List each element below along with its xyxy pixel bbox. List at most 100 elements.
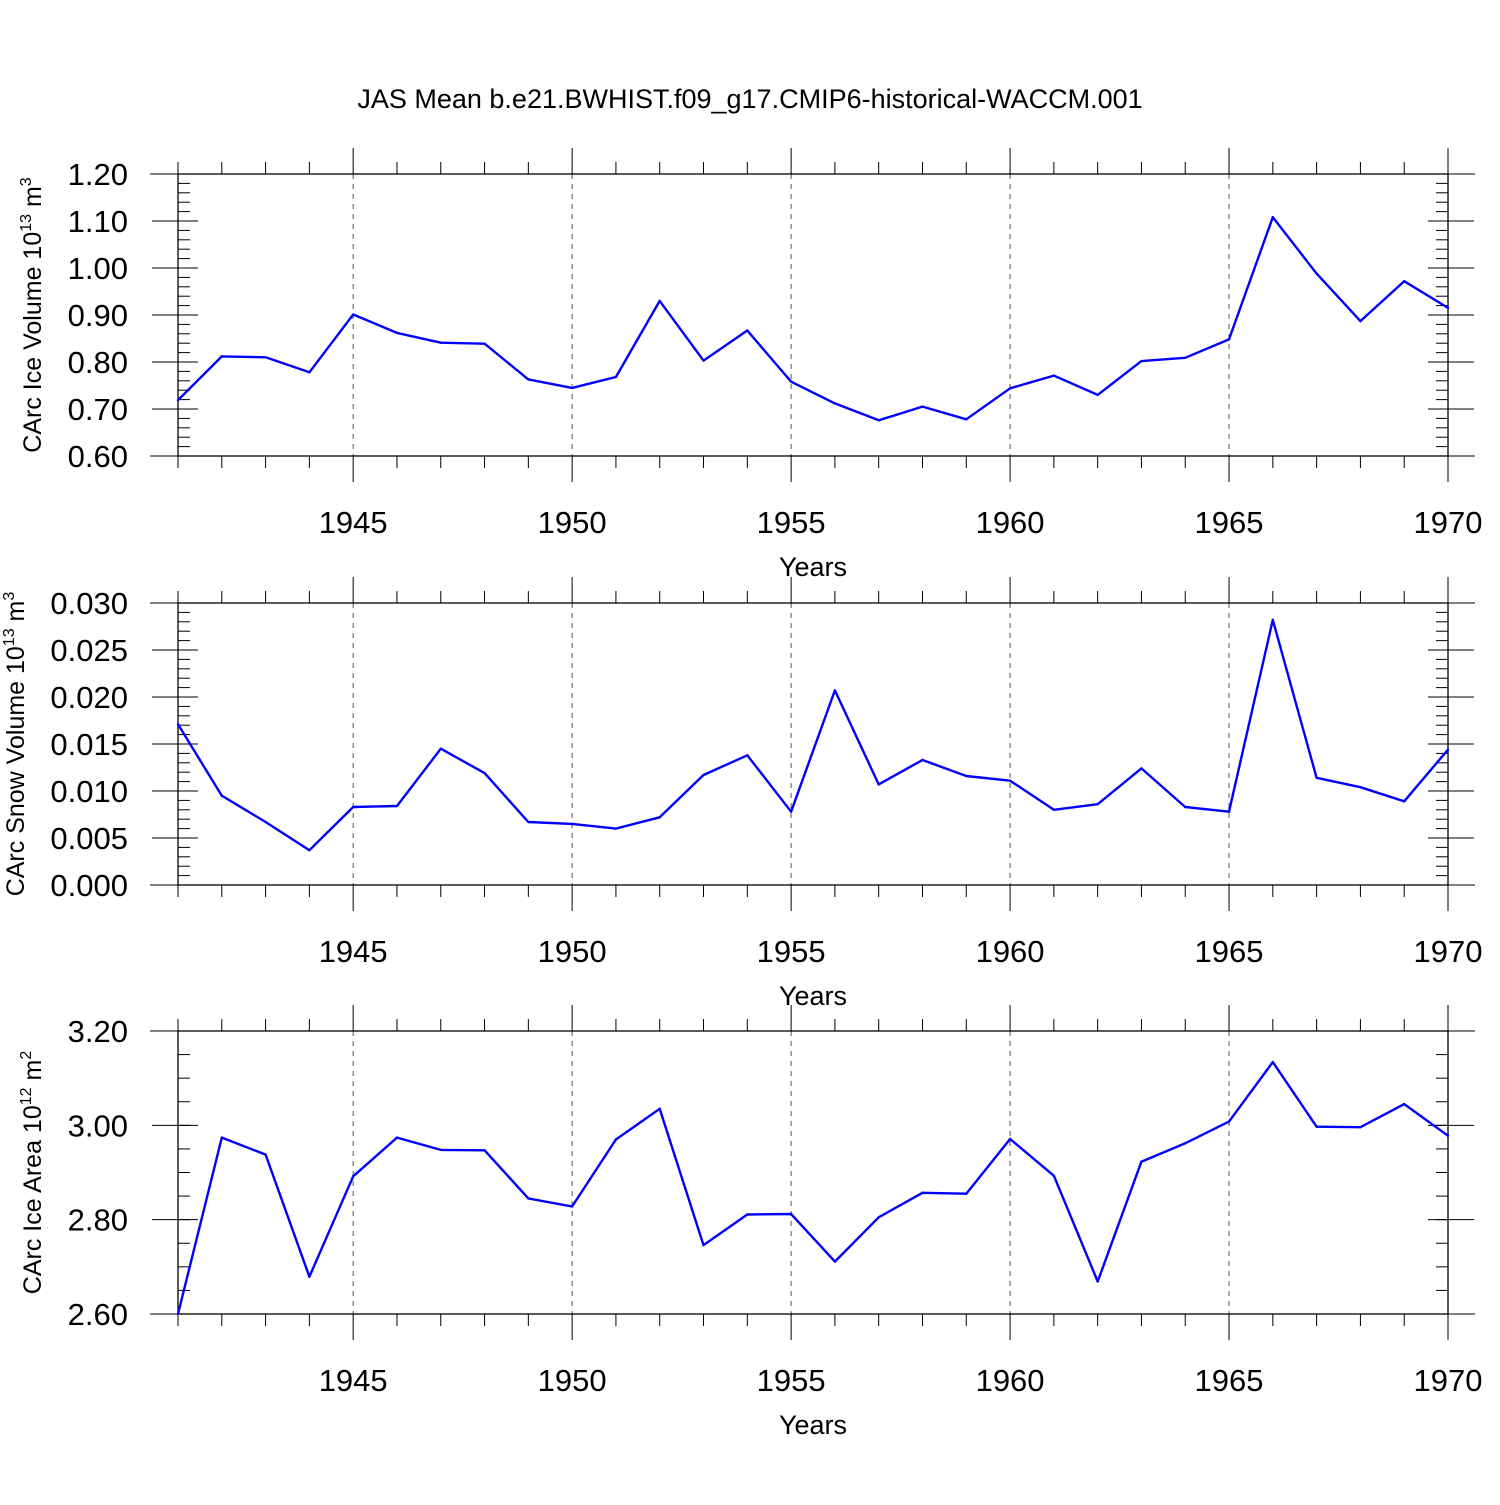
- data-point: [220, 1136, 223, 1139]
- data-point: [1140, 359, 1143, 363]
- y-tick-label: 2.60: [68, 1297, 128, 1332]
- x-tick-label: 1965: [1195, 1363, 1264, 1398]
- data-point: [746, 329, 749, 332]
- chart-panel-1: 1945 1950 1955 1960 1965 1970 0.60 0.70 0.80 0.90…: [18, 148, 1482, 582]
- data-point: [921, 1191, 924, 1194]
- data-point: [308, 371, 311, 374]
- data-point: [351, 1175, 355, 1178]
- data-point: [789, 380, 793, 383]
- data-point: [965, 418, 968, 421]
- data-point: [789, 1212, 793, 1216]
- data-point: [877, 1216, 880, 1219]
- data-point: [1140, 767, 1143, 770]
- y-tick-label: 1.00: [68, 251, 128, 286]
- x-tick-label: 1955: [757, 934, 826, 969]
- data-point: [921, 405, 924, 408]
- y-tick-label: 0.015: [50, 727, 128, 762]
- data-point: [220, 355, 223, 358]
- x-tick-label: 1965: [1195, 934, 1264, 969]
- x-tick-label: 1945: [319, 934, 388, 969]
- data-point: [483, 342, 486, 345]
- data-point: [1227, 338, 1231, 341]
- data-point: [1008, 779, 1012, 782]
- data-point: [1184, 356, 1187, 359]
- data-point: [1446, 306, 1450, 310]
- y-tick-label: 0.60: [68, 439, 128, 474]
- data-point: [1271, 1060, 1275, 1064]
- data-point: [965, 1192, 968, 1195]
- x-tick-label: 1970: [1414, 1363, 1483, 1398]
- x-axis-label: Years: [779, 552, 847, 582]
- data-point: [614, 1138, 618, 1141]
- data-point: [395, 1136, 399, 1139]
- data-point: [921, 758, 924, 762]
- data-point: [1315, 776, 1318, 780]
- data-point: [1096, 802, 1099, 806]
- data-point: [1008, 1137, 1012, 1141]
- x-tick-label: 1965: [1195, 505, 1264, 540]
- series-line-1: [176, 1060, 1449, 1315]
- data-point: [658, 816, 661, 819]
- x-tick-label: 1955: [757, 505, 826, 540]
- data-point: [833, 689, 837, 692]
- x-tick-label: 1950: [538, 505, 607, 540]
- y-tick-label: 0.025: [50, 633, 128, 668]
- x-axis-label: Years: [779, 981, 847, 1011]
- y-tick-label: 0.005: [50, 821, 128, 856]
- plot-frame: [177, 602, 1449, 886]
- x-tick-label: 1960: [976, 1363, 1045, 1398]
- data-point: [1271, 216, 1275, 219]
- series-line-1: [177, 215, 1449, 422]
- data-point: [527, 1197, 530, 1200]
- data-point: [1008, 387, 1012, 390]
- data-point: [570, 386, 574, 390]
- data-point: [351, 313, 355, 316]
- data-point: [1052, 1174, 1056, 1178]
- data-point: [1359, 786, 1362, 789]
- data-point: [439, 341, 442, 344]
- x-tick-label: 1950: [538, 934, 607, 969]
- data-point: [877, 419, 880, 422]
- data-point: [658, 1107, 661, 1111]
- data-point: [877, 783, 880, 786]
- y-tick-label: 0.70: [68, 392, 128, 427]
- data-point: [1227, 1120, 1231, 1123]
- figure-title: JAS Mean b.e21.BWHIST.f09_g17.CMIP6-hist…: [357, 84, 1143, 114]
- data-point: [702, 1243, 705, 1247]
- data-point: [1403, 279, 1406, 283]
- data-point: [1403, 800, 1406, 803]
- y-tick-label: 0.90: [68, 298, 128, 333]
- x-tick-label: 1970: [1414, 505, 1483, 540]
- data-point: [1227, 810, 1231, 813]
- data-point: [702, 359, 705, 362]
- data-point: [1403, 1102, 1406, 1106]
- data-point: [1315, 272, 1318, 275]
- data-point: [1271, 618, 1275, 622]
- y-tick-label: 2.80: [68, 1203, 128, 1238]
- data-point: [614, 375, 618, 379]
- x-tick-label: 1945: [319, 1363, 388, 1398]
- y-tick-label: 3.00: [68, 1108, 128, 1143]
- plot-frame: [177, 173, 1449, 457]
- data-point: [1184, 805, 1187, 809]
- data-point: [395, 804, 399, 808]
- data-point: [1052, 374, 1056, 377]
- data-point: [483, 771, 486, 775]
- y-tick-label: 0.030: [50, 586, 128, 621]
- y-tick-label: 1.10: [68, 204, 128, 239]
- data-point: [746, 1213, 749, 1216]
- y-axis-label: CArc Ice Volume 1013 m3: [18, 177, 47, 453]
- data-point: [351, 805, 355, 809]
- data-point: [702, 773, 705, 777]
- data-point: [1446, 748, 1450, 751]
- data-point: [1446, 1134, 1450, 1137]
- data-point: [264, 1153, 267, 1156]
- y-tick-label: 3.20: [68, 1014, 128, 1049]
- data-point: [789, 810, 793, 813]
- plot-frame: [177, 1030, 1449, 1315]
- data-point: [264, 820, 267, 824]
- data-point: [395, 331, 399, 335]
- data-point: [1315, 1125, 1318, 1128]
